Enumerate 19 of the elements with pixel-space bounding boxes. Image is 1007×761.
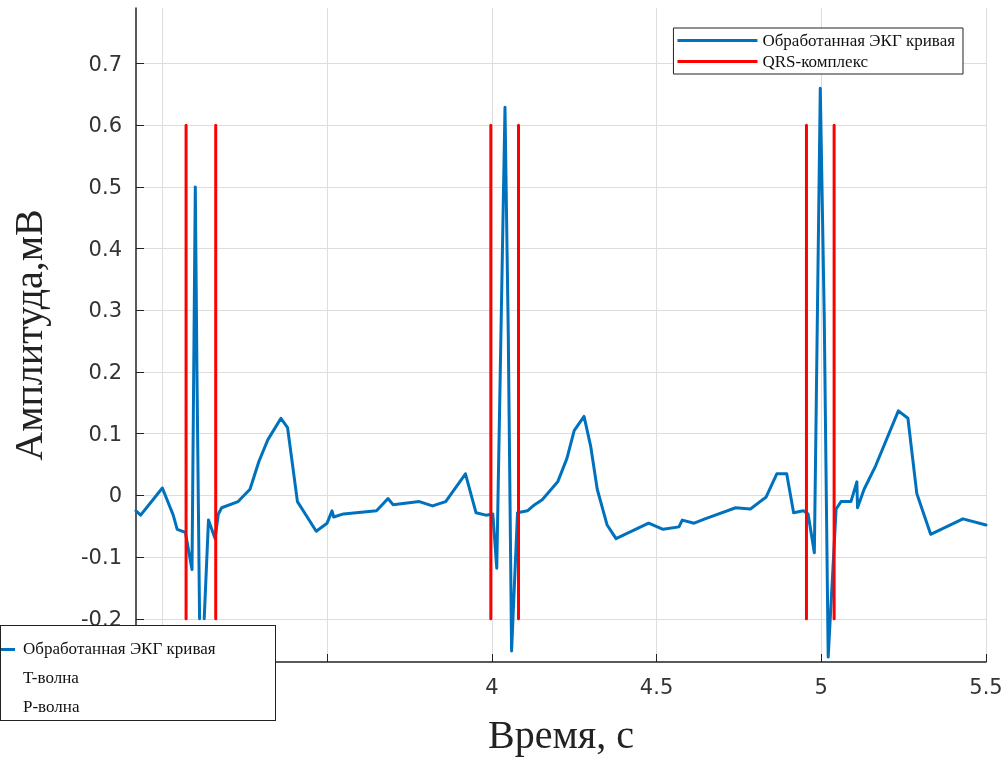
y-tick-label: -0.1 (81, 545, 122, 570)
legend-label: QRS-комплекс (762, 52, 869, 71)
y-tick-label: 0.7 (88, 51, 122, 76)
annotation: Обработанная ЭКГ кривая (23, 638, 216, 660)
y-tick-label: 0.3 (88, 298, 122, 323)
y-tick-label: 0.6 (88, 113, 122, 138)
x-tick-label: 5.5 (969, 674, 1003, 699)
x-tick-label: 4 (485, 674, 499, 699)
legend-panel: Обработанная ЭКГ кривая T-волна P-волна (0, 625, 276, 721)
y-tick-label: 0.1 (88, 421, 122, 446)
x-tick-label: 4.5 (639, 674, 674, 699)
y-tick-label: 0.2 (88, 360, 122, 385)
y-tick-label: 0.4 (88, 236, 122, 261)
y-tick-label: 0.5 (88, 174, 122, 199)
x-axis-title: Время, с (488, 711, 634, 757)
y-axis-title: Амплитуда,мВ (5, 209, 51, 461)
y-tick-label: 0 (108, 483, 122, 508)
x-tick-label: 5 (814, 674, 828, 699)
legend-label: Обработанная ЭКГ кривая (762, 31, 956, 50)
